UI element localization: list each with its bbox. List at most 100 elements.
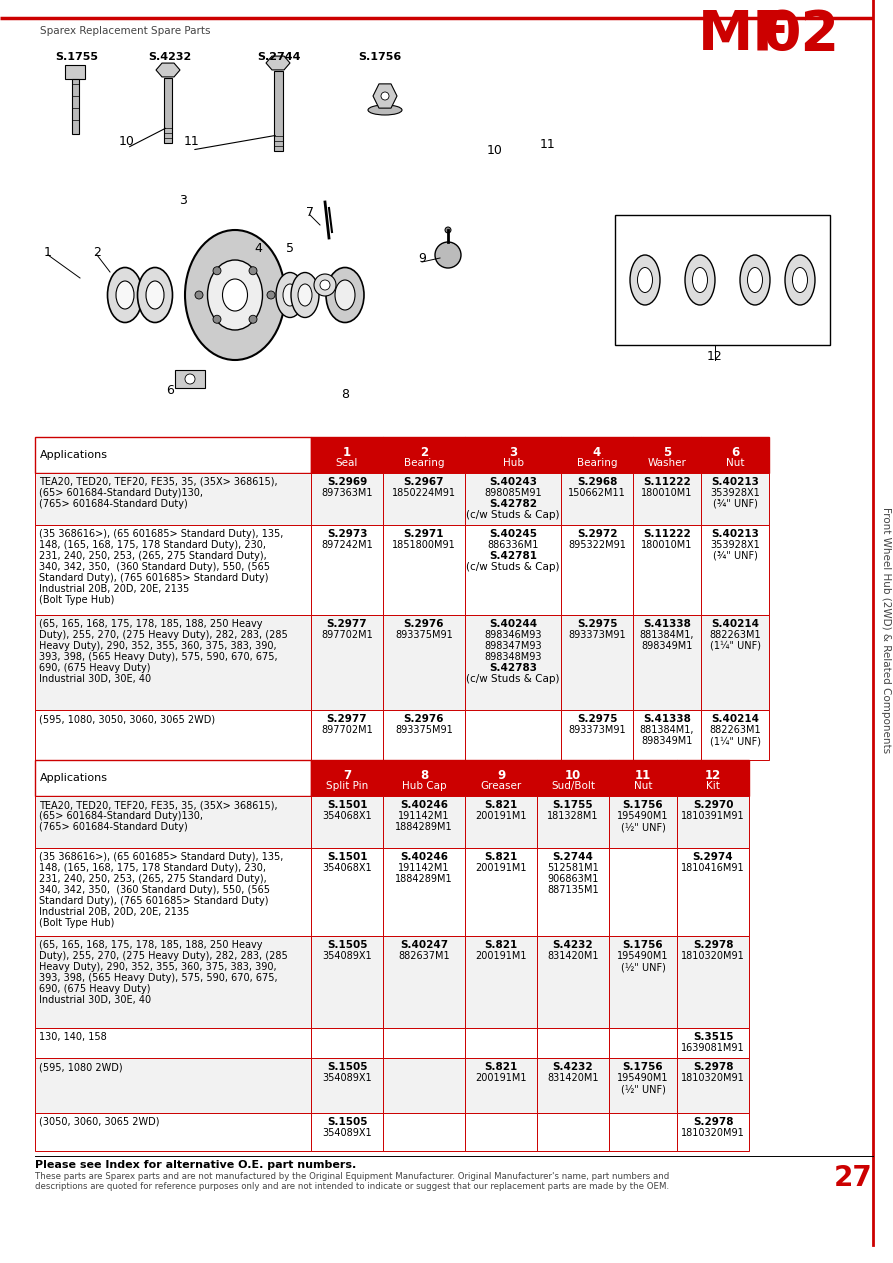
Bar xyxy=(35,796,311,847)
Text: 897702M1: 897702M1 xyxy=(321,630,373,640)
Text: (1¼" UNF): (1¼" UNF) xyxy=(710,642,761,650)
Text: 9: 9 xyxy=(418,251,426,264)
Circle shape xyxy=(213,266,221,275)
Bar xyxy=(383,1058,465,1113)
Text: 898349M1: 898349M1 xyxy=(641,736,693,746)
Text: Washer: Washer xyxy=(647,458,687,469)
Bar xyxy=(383,936,465,1028)
Ellipse shape xyxy=(692,268,707,293)
Text: 181328M1: 181328M1 xyxy=(547,811,598,821)
Bar xyxy=(677,1113,749,1151)
Bar xyxy=(383,710,465,760)
Text: S.4232: S.4232 xyxy=(553,1062,593,1072)
Text: (Bolt Type Hub): (Bolt Type Hub) xyxy=(39,595,114,605)
Bar xyxy=(311,847,383,936)
Ellipse shape xyxy=(146,280,164,309)
Text: 895322M91: 895322M91 xyxy=(568,541,626,549)
Bar xyxy=(609,760,677,796)
Text: 6: 6 xyxy=(166,384,174,397)
Text: 897702M1: 897702M1 xyxy=(321,725,373,735)
Polygon shape xyxy=(156,63,180,77)
Bar xyxy=(633,525,701,615)
Ellipse shape xyxy=(785,255,815,304)
Text: 02: 02 xyxy=(762,8,839,62)
Ellipse shape xyxy=(291,273,319,317)
Text: 898348M93: 898348M93 xyxy=(484,652,542,662)
Bar xyxy=(537,1028,609,1058)
Bar xyxy=(701,474,769,525)
Bar xyxy=(677,1028,749,1058)
Bar xyxy=(609,936,677,1028)
Text: S.2978: S.2978 xyxy=(693,940,733,950)
Text: 354089X1: 354089X1 xyxy=(322,951,371,961)
Polygon shape xyxy=(266,56,290,69)
Text: S.2968: S.2968 xyxy=(577,477,617,488)
Text: S.2970: S.2970 xyxy=(693,799,733,810)
Text: S.1755: S.1755 xyxy=(55,52,98,62)
Text: 195490M1: 195490M1 xyxy=(617,811,669,821)
Text: 882637M1: 882637M1 xyxy=(398,951,450,961)
Text: (595, 1080 2WD): (595, 1080 2WD) xyxy=(39,1062,122,1072)
Text: 690, (675 Heavy Duty): 690, (675 Heavy Duty) xyxy=(39,663,151,673)
Text: 906863M1: 906863M1 xyxy=(547,874,598,884)
Text: 882263M1: 882263M1 xyxy=(709,725,761,735)
Text: Seal: Seal xyxy=(336,458,358,469)
Text: 353928X1: 353928X1 xyxy=(710,541,760,549)
Text: 191142M1: 191142M1 xyxy=(398,811,450,821)
Text: S.42782: S.42782 xyxy=(489,499,537,509)
Text: 11: 11 xyxy=(635,769,651,782)
Text: 10: 10 xyxy=(565,769,581,782)
Text: Nut: Nut xyxy=(726,458,744,469)
Text: S.2967: S.2967 xyxy=(404,477,444,488)
Ellipse shape xyxy=(185,230,285,360)
Text: (65> 601684-Standard Duty)130,: (65> 601684-Standard Duty)130, xyxy=(39,811,203,821)
Text: 1810416M91: 1810416M91 xyxy=(681,863,745,873)
Text: (765> 601684-Standard Duty): (765> 601684-Standard Duty) xyxy=(39,822,188,832)
Bar xyxy=(35,474,311,525)
Text: 1810391M91: 1810391M91 xyxy=(681,811,745,821)
Text: 1851800M91: 1851800M91 xyxy=(392,541,455,549)
Bar xyxy=(383,760,465,796)
Text: S.40246: S.40246 xyxy=(400,853,448,863)
Text: 340, 342, 350,  (360 Standard Duty), 550, (565: 340, 342, 350, (360 Standard Duty), 550,… xyxy=(39,562,270,572)
Text: (¾" UNF): (¾" UNF) xyxy=(713,499,757,509)
Polygon shape xyxy=(373,83,397,109)
Bar xyxy=(633,474,701,525)
Ellipse shape xyxy=(638,268,653,293)
Text: S.821: S.821 xyxy=(484,853,518,863)
Text: 886336M1: 886336M1 xyxy=(488,541,538,549)
Text: S.821: S.821 xyxy=(484,1062,518,1072)
Text: S.4232: S.4232 xyxy=(148,52,191,62)
Text: Hub: Hub xyxy=(503,458,523,469)
Text: Duty), 255, 270, (275 Heavy Duty), 282, 283, (285: Duty), 255, 270, (275 Heavy Duty), 282, … xyxy=(39,630,288,640)
Bar xyxy=(561,710,633,760)
Text: S.2975: S.2975 xyxy=(577,619,617,629)
Bar xyxy=(561,437,633,474)
Bar xyxy=(609,796,677,847)
Text: 1884289M1: 1884289M1 xyxy=(396,822,453,832)
Text: Please see Index for alternative O.E. part numbers.: Please see Index for alternative O.E. pa… xyxy=(35,1159,356,1170)
Text: (¾" UNF): (¾" UNF) xyxy=(713,551,757,561)
Bar xyxy=(465,615,561,710)
Text: 150662M11: 150662M11 xyxy=(568,488,626,498)
Text: S.41338: S.41338 xyxy=(643,714,691,724)
Bar xyxy=(35,847,311,936)
Bar xyxy=(35,1058,311,1113)
Bar xyxy=(537,847,609,936)
Bar xyxy=(71,80,79,134)
Text: S.3515: S.3515 xyxy=(693,1032,733,1042)
Text: 2: 2 xyxy=(420,446,428,458)
Bar xyxy=(383,474,465,525)
Bar xyxy=(311,1058,383,1113)
Text: (c/w Studs & Cap): (c/w Studs & Cap) xyxy=(466,674,560,685)
Text: MF: MF xyxy=(698,8,791,62)
Text: 4: 4 xyxy=(255,241,262,255)
Bar xyxy=(311,710,383,760)
Text: S.1505: S.1505 xyxy=(327,1116,367,1127)
Text: 1: 1 xyxy=(44,245,52,259)
Bar xyxy=(383,1028,465,1058)
Ellipse shape xyxy=(207,260,263,330)
Text: 6: 6 xyxy=(730,446,739,458)
Bar xyxy=(383,1113,465,1151)
Text: 27: 27 xyxy=(834,1164,872,1192)
